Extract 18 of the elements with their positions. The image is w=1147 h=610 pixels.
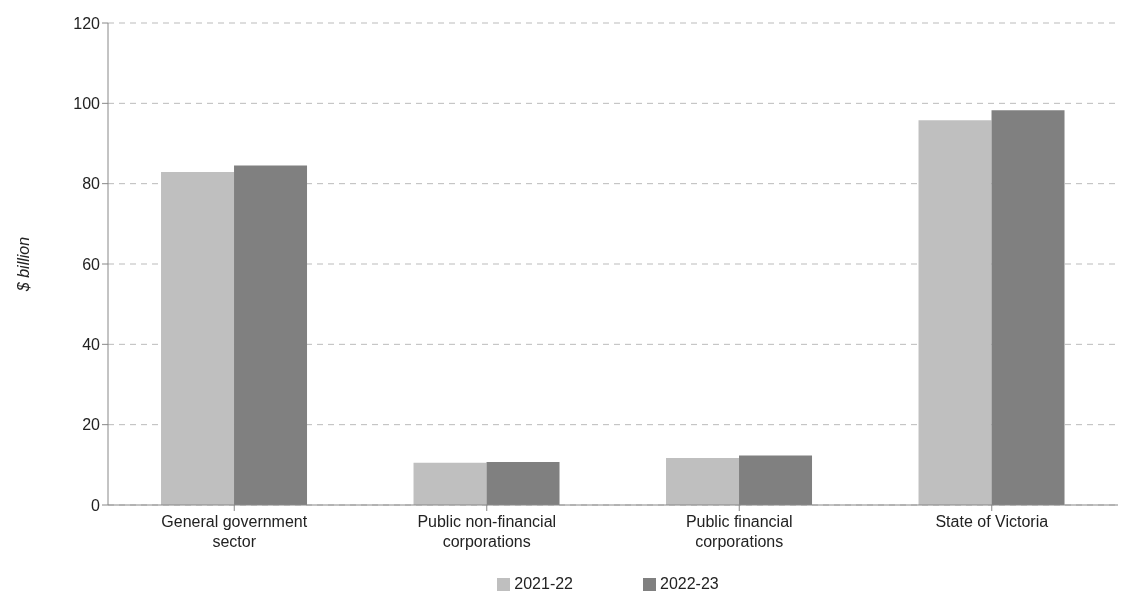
bar (161, 172, 235, 505)
y-tick-label: 120 (73, 14, 101, 32)
y-tick-label: 80 (82, 175, 101, 193)
y-axis-title: $ billion (14, 236, 32, 293)
x-tick-label: General government sector (161, 513, 308, 550)
bar (918, 120, 992, 505)
legend-label: 2021-22 (514, 575, 573, 592)
y-tick-label: 60 (82, 255, 101, 273)
y-tick-label: 100 (73, 95, 101, 113)
y-tick-label: 0 (91, 496, 101, 514)
x-tick-label: Public non-financial corporations (417, 513, 557, 550)
x-tick-label: State of Victoria (935, 513, 1049, 530)
y-tick-label: 40 (82, 336, 101, 354)
legend-label: 2022-23 (660, 575, 719, 592)
bar (413, 462, 487, 505)
y-tick-label: 20 (82, 416, 101, 434)
x-tick-label: Public financial corporations (685, 513, 793, 550)
bar (666, 458, 740, 505)
